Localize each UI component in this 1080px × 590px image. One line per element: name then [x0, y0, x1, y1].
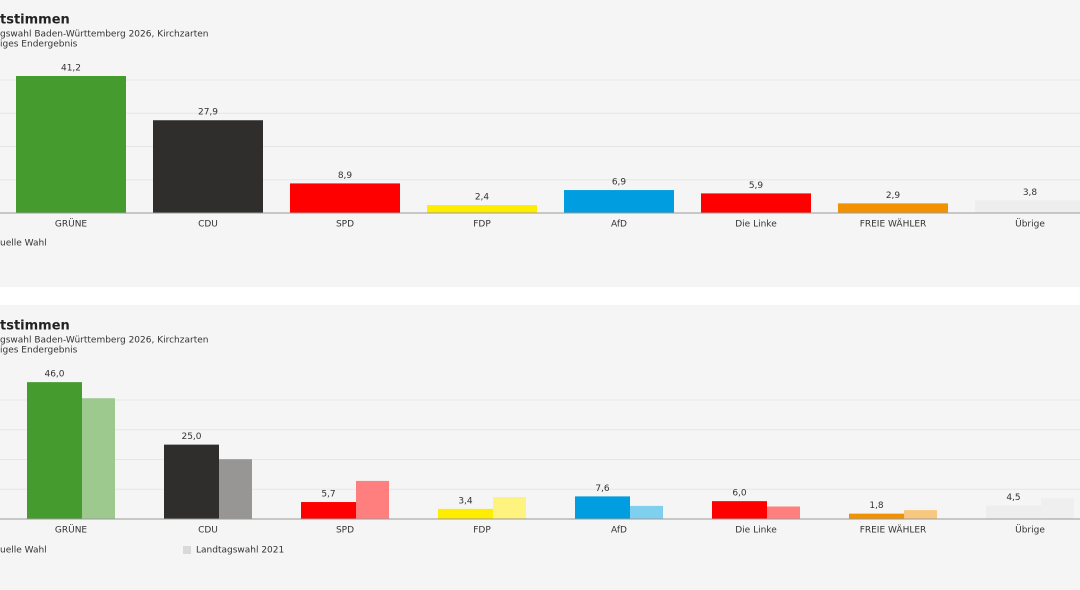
- value-label: 3,4: [458, 496, 473, 506]
- chart-title: tstimmen: [0, 319, 70, 334]
- x-tick-label: Die Linke: [735, 220, 777, 230]
- bar: [838, 203, 948, 213]
- x-tick-label: Übrige: [1015, 219, 1045, 230]
- legend-swatch: [183, 546, 191, 554]
- chart-title: tstimmen: [0, 13, 70, 28]
- x-tick-label: FDP: [473, 526, 491, 536]
- bar: [301, 502, 356, 519]
- bar: [493, 496, 526, 519]
- bar: [849, 513, 904, 519]
- chart-subtitle: iges Endergebnis: [0, 346, 78, 356]
- bar: [27, 382, 82, 519]
- value-label: 5,7: [321, 490, 335, 500]
- chart-subtitle: gswahl Baden-Württemberg 2026, Kirchzart…: [0, 30, 208, 40]
- x-tick-label: SPD: [336, 220, 354, 230]
- bar: [701, 193, 811, 213]
- x-tick-label: CDU: [198, 526, 218, 536]
- bar: [1041, 498, 1074, 519]
- legend-label: Landtagswahl 2021: [196, 546, 284, 556]
- value-label: 27,9: [198, 108, 218, 118]
- value-label: 7,6: [595, 484, 610, 494]
- value-label: 6,0: [732, 489, 747, 499]
- x-tick-label: Die Linke: [735, 526, 777, 536]
- x-tick-label: Übrige: [1015, 525, 1045, 536]
- value-label: 46,0: [44, 370, 64, 380]
- bar: [712, 501, 767, 519]
- x-tick-label: FREIE WÄHLER: [860, 525, 927, 536]
- x-tick-label: SPD: [336, 526, 354, 536]
- x-tick-label: FREIE WÄHLER: [860, 219, 927, 230]
- value-label: 2,4: [475, 193, 490, 203]
- bar: [904, 510, 937, 519]
- bar: [767, 506, 800, 519]
- bar: [438, 508, 493, 519]
- value-label: 41,2: [61, 64, 81, 74]
- bar: [219, 459, 252, 519]
- bar: [16, 76, 126, 213]
- value-label: 25,0: [181, 432, 201, 442]
- x-tick-label: GRÜNE: [55, 525, 88, 536]
- x-tick-label: AfD: [611, 526, 627, 536]
- value-label: 4,5: [1006, 493, 1020, 503]
- x-tick-label: AfD: [611, 220, 627, 230]
- legend-label: uelle Wahl: [0, 546, 47, 556]
- bar: [975, 200, 1080, 213]
- value-label: 3,8: [1023, 188, 1038, 198]
- x-tick-label: GRÜNE: [55, 219, 88, 230]
- value-label: 8,9: [338, 171, 353, 181]
- bar: [986, 505, 1041, 519]
- bar: [630, 505, 663, 519]
- x-tick-label: CDU: [198, 220, 218, 230]
- x-tick-label: FDP: [473, 220, 491, 230]
- bar: [575, 496, 630, 519]
- value-label: 1,8: [869, 501, 884, 511]
- bar: [153, 120, 263, 213]
- value-label: 2,9: [886, 191, 901, 201]
- value-label: 5,9: [749, 181, 764, 191]
- chart-subtitle: gswahl Baden-Württemberg 2026, Kirchzart…: [0, 336, 208, 346]
- bar: [290, 183, 400, 213]
- panel: [0, 305, 1080, 590]
- bar: [82, 398, 115, 519]
- bar: [427, 205, 537, 213]
- value-label: 6,9: [612, 178, 627, 188]
- bar: [164, 444, 219, 519]
- chart-subtitle: iges Endergebnis: [0, 40, 78, 50]
- bar: [356, 480, 389, 519]
- bar: [564, 190, 674, 213]
- legend-label: uelle Wahl: [0, 239, 47, 249]
